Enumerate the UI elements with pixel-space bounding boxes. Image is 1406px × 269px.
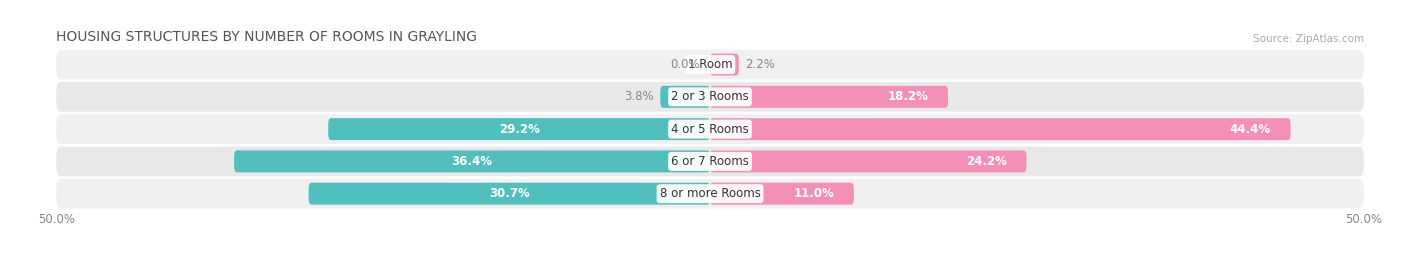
Text: 3.8%: 3.8% bbox=[624, 90, 654, 103]
Text: 44.4%: 44.4% bbox=[1230, 123, 1271, 136]
Text: 2 or 3 Rooms: 2 or 3 Rooms bbox=[671, 90, 749, 103]
FancyBboxPatch shape bbox=[233, 150, 710, 172]
FancyBboxPatch shape bbox=[328, 118, 710, 140]
Text: 29.2%: 29.2% bbox=[499, 123, 540, 136]
FancyBboxPatch shape bbox=[56, 50, 1364, 79]
Text: 6 or 7 Rooms: 6 or 7 Rooms bbox=[671, 155, 749, 168]
FancyBboxPatch shape bbox=[56, 147, 1364, 176]
Text: HOUSING STRUCTURES BY NUMBER OF ROOMS IN GRAYLING: HOUSING STRUCTURES BY NUMBER OF ROOMS IN… bbox=[56, 30, 477, 44]
Text: 4 or 5 Rooms: 4 or 5 Rooms bbox=[671, 123, 749, 136]
FancyBboxPatch shape bbox=[308, 183, 710, 205]
FancyBboxPatch shape bbox=[710, 54, 738, 76]
Text: 18.2%: 18.2% bbox=[887, 90, 928, 103]
Text: 8 or more Rooms: 8 or more Rooms bbox=[659, 187, 761, 200]
Legend: Owner-occupied, Renter-occupied: Owner-occupied, Renter-occupied bbox=[575, 264, 845, 269]
Text: 30.7%: 30.7% bbox=[489, 187, 530, 200]
FancyBboxPatch shape bbox=[710, 118, 1291, 140]
Text: Source: ZipAtlas.com: Source: ZipAtlas.com bbox=[1253, 34, 1364, 44]
Text: 0.0%: 0.0% bbox=[669, 58, 700, 71]
Text: 2.2%: 2.2% bbox=[745, 58, 775, 71]
FancyBboxPatch shape bbox=[710, 183, 853, 205]
Text: 1 Room: 1 Room bbox=[688, 58, 733, 71]
FancyBboxPatch shape bbox=[661, 86, 710, 108]
Text: 11.0%: 11.0% bbox=[793, 187, 834, 200]
FancyBboxPatch shape bbox=[56, 179, 1364, 208]
FancyBboxPatch shape bbox=[56, 114, 1364, 144]
Text: 24.2%: 24.2% bbox=[966, 155, 1007, 168]
FancyBboxPatch shape bbox=[710, 86, 948, 108]
Text: 36.4%: 36.4% bbox=[451, 155, 492, 168]
FancyBboxPatch shape bbox=[56, 82, 1364, 112]
FancyBboxPatch shape bbox=[710, 150, 1026, 172]
